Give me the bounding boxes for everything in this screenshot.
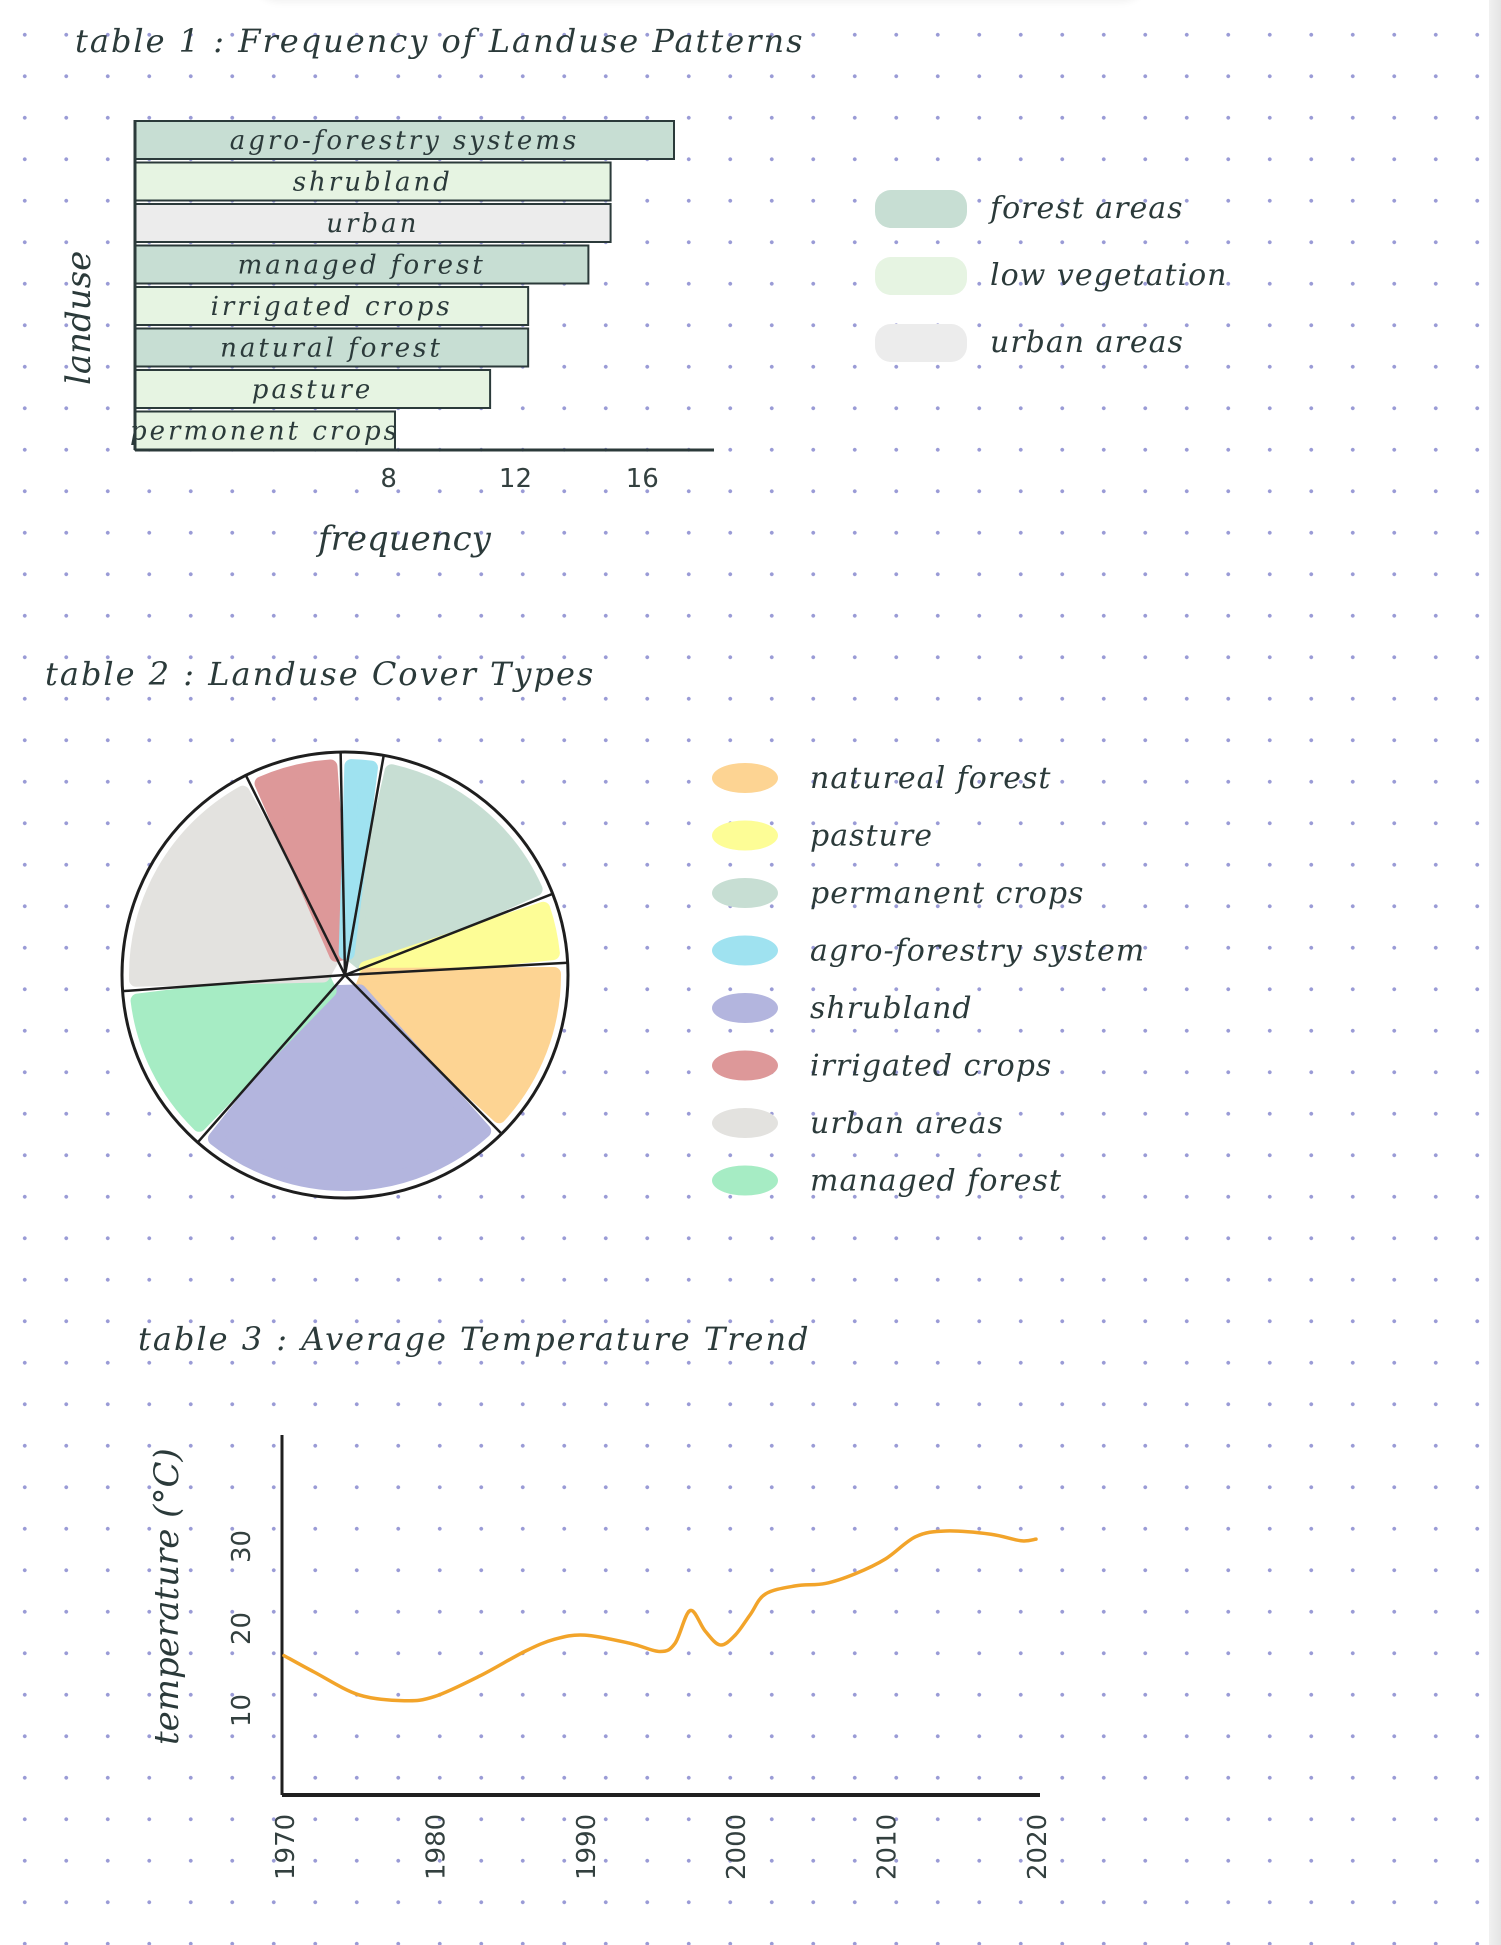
pie-divider-7 — [339, 752, 347, 976]
line-chart: table 3 : Average Temperature Trend temp… — [138, 1320, 1053, 1880]
line-x-tick-4: 2010 — [873, 1814, 903, 1880]
pie-divider-5 — [122, 973, 346, 993]
bar-legend: forest areas low vegetation urban areas — [875, 190, 1228, 362]
line-x-tick-2: 1990 — [572, 1814, 602, 1880]
bar-x-tick-0: 8 — [380, 464, 397, 494]
pie-divider-0 — [343, 755, 385, 976]
bar-1 — [134, 161, 612, 202]
bar-label-2: urban — [326, 209, 419, 239]
pie-legend-swatch-2 — [712, 878, 778, 908]
line-y-tick-0: 10 — [227, 1694, 257, 1727]
pie-divider-6 — [244, 774, 347, 976]
bar-label-5: natural forest — [220, 334, 443, 364]
line-ticks: 1970 1980 1990 2000 2010 2020 10 20 30 — [227, 1530, 1053, 1880]
temperature-series-line — [282, 1529, 1038, 1703]
bar-y-axis-title: landuse — [59, 251, 99, 385]
pie-legend-swatch-7 — [712, 1165, 778, 1196]
pie-slice-7 — [338, 759, 378, 961]
pie-legend-label-7: managed forest — [810, 1164, 1062, 1199]
pie-legend-label-5: irrigated crops — [810, 1049, 1052, 1084]
pie-legend-label-4: shrubland — [810, 991, 973, 1026]
bar-label-0: agro-forestry systems — [230, 126, 579, 156]
pie-legend-swatch-1 — [712, 820, 778, 851]
bar-label-7: permonent crops — [130, 417, 400, 447]
bar-0 — [134, 120, 675, 160]
pie-slice-0 — [342, 764, 543, 973]
bar-label-4: irrigated crops — [211, 292, 453, 322]
pie-legend-swatch-6 — [712, 1108, 778, 1138]
bar-legend-swatch-1 — [875, 257, 967, 295]
pie-slice-5 — [129, 785, 342, 987]
pie-slice-2 — [354, 966, 561, 1124]
line-y-tick-1: 20 — [227, 1612, 257, 1645]
bar-7 — [134, 410, 396, 451]
pie-legend-label-0: natureal forest — [810, 761, 1051, 796]
pie-divider-4 — [196, 974, 346, 1144]
pie-legend-label-3: agro-forestry system — [810, 934, 1145, 969]
pie-legend: natureal forest pasture permanent crops agr… — [712, 761, 1145, 1199]
bar-legend-swatch-2 — [875, 324, 967, 362]
bar-4 — [134, 286, 530, 326]
bar-3 — [134, 244, 590, 285]
page-right-edge — [1489, 0, 1501, 1945]
bar-legend-swatch-0 — [875, 190, 967, 228]
pie-slice-4 — [130, 970, 337, 1132]
pie-legend-swatch-0 — [712, 763, 778, 793]
line-x-tick-0: 1970 — [271, 1814, 301, 1880]
bar-x-ticks: 8 12 16 — [380, 464, 658, 494]
bar-chart: table 1 : Frequency of Landuse Patterns … — [59, 22, 1228, 559]
pie-legend-label-2: permanent crops — [810, 876, 1084, 911]
pie-group — [120, 750, 570, 1200]
bar-label-1: shrubland — [293, 168, 453, 198]
line-x-tick-5: 2020 — [1023, 1814, 1053, 1880]
pie-legend-swatch-4 — [712, 993, 778, 1023]
bar-x-tick-2: 16 — [626, 464, 659, 494]
pie-divider-3 — [344, 974, 503, 1135]
bar-6 — [134, 369, 492, 409]
pie-legend-swatch-5 — [712, 1050, 778, 1081]
bar-label-6: pasture — [252, 375, 374, 405]
bar-label-3: managed forest — [238, 251, 486, 281]
pie-legend-label-6: urban areas — [810, 1106, 1004, 1141]
bar-x-axis-title: frequency — [315, 519, 492, 559]
bar-chart-title: table 1 : Frequency of Landuse Patterns — [75, 22, 805, 60]
bar-x-tick-1: 12 — [499, 464, 532, 494]
pie-slice-3 — [207, 984, 492, 1191]
pie-divider-1 — [344, 892, 554, 977]
line-y-tick-2: 30 — [227, 1530, 257, 1563]
pie-slice-1 — [358, 901, 560, 980]
pie-chart-title: table 2 : Landuse Cover Types — [45, 655, 595, 693]
bar-5 — [134, 327, 530, 368]
bar-legend-label-0: forest areas — [988, 191, 1184, 226]
pie-divider-2 — [344, 961, 568, 977]
bar-legend-label-2: urban areas — [990, 325, 1184, 360]
line-x-tick-1: 1980 — [421, 1814, 451, 1880]
pie-legend-label-1: pasture — [810, 819, 933, 854]
line-y-axis-title: temperature (°C) — [147, 1448, 187, 1745]
pie-slice-6 — [254, 759, 351, 962]
pie-legend-swatch-3 — [712, 935, 778, 966]
line-x-tick-3: 2000 — [722, 1814, 752, 1880]
bars-group: agro-forestry systems shrubland urban manag… — [130, 120, 675, 451]
bar-legend-label-1: low vegetation — [990, 258, 1228, 293]
pie-chart: table 2 : Landuse Cover Types natureal f… — [45, 655, 1145, 1200]
line-chart-title: table 3 : Average Temperature Trend — [138, 1320, 811, 1358]
